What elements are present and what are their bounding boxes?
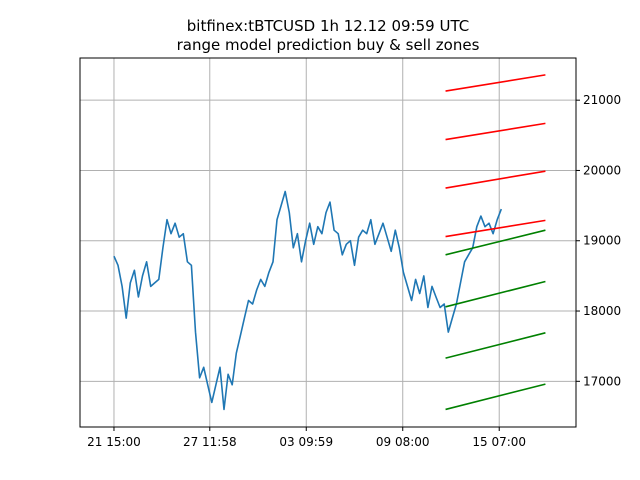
axis-ticks: 21 15:00 27 11:58 03 09:59 09 08:00 15 07:00… [87, 93, 621, 449]
buy-zone-line [445, 383, 546, 411]
series-layer [113, 74, 546, 411]
x-tick-label: 15 07:00 [472, 435, 526, 449]
buy-zone-line [445, 280, 546, 308]
y-tick-label: 20000 [583, 163, 621, 177]
sell-zone-line [445, 170, 546, 189]
buy-zone-line [445, 229, 546, 256]
sell-zone-line [445, 219, 546, 238]
buy-zone-line [445, 332, 546, 359]
sell-zone-line [445, 122, 546, 141]
grid [80, 58, 576, 427]
sell-zone-line [445, 74, 546, 92]
y-tick-label: 21000 [583, 93, 621, 107]
y-tick-label: 17000 [583, 374, 621, 388]
chart-title-line-1: bitfinex:tBTCUSD 1h 12.12 09:59 UTC [187, 17, 469, 35]
y-tick-label: 18000 [583, 304, 621, 318]
plot-frame [79, 57, 577, 428]
x-tick-label: 09 08:00 [376, 435, 430, 449]
y-tick-label: 19000 [583, 234, 621, 248]
price-series-line [113, 190, 503, 411]
x-tick-label: 21 15:00 [87, 435, 141, 449]
x-tick-label: 27 11:58 [183, 435, 237, 449]
x-tick-label: 03 09:59 [279, 435, 333, 449]
chart-title-line-2: range model prediction buy & sell zones [177, 36, 480, 54]
